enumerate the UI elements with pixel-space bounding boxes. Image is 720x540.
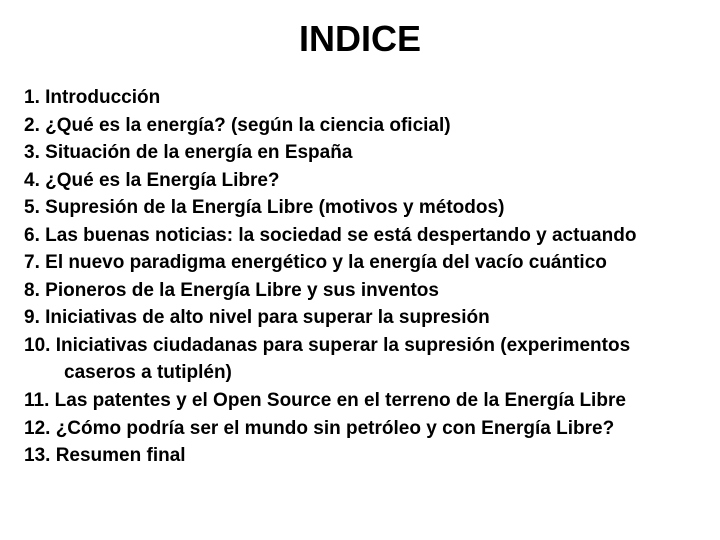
slide-page: INDICE 1. Introducción 2. ¿Qué es la ene… — [0, 0, 720, 540]
index-item-number: 9. — [24, 307, 40, 328]
index-item-number: 11. — [24, 390, 49, 411]
index-item: 3. Situación de la energía en España — [24, 139, 696, 167]
index-item: 8. Pioneros de la Energía Libre y sus in… — [24, 277, 696, 305]
index-item-number: 13. — [24, 445, 50, 466]
index-item-number: 7. — [24, 252, 40, 273]
index-item: 7. El nuevo paradigma energético y la en… — [24, 249, 696, 277]
index-item-text-cont: caseros a tutiplén) — [64, 362, 232, 383]
index-item-number: 6. — [24, 225, 40, 246]
index-item: 2. ¿Qué es la energía? (según la ciencia… — [24, 112, 696, 140]
index-item-number: 8. — [24, 280, 40, 301]
index-item-text: Resumen final — [56, 445, 186, 466]
index-item-number: 2. — [24, 115, 40, 136]
index-item-text: Iniciativas ciudadanas para superar la s… — [56, 335, 630, 356]
index-item-text: Situación de la energía en España — [45, 142, 352, 163]
index-item-text: Pioneros de la Energía Libre y sus inven… — [45, 280, 439, 301]
index-item: 6. Las buenas noticias: la sociedad se e… — [24, 222, 696, 250]
index-item-continuation: caseros a tutiplén) — [24, 359, 696, 387]
index-item-text: Supresión de la Energía Libre (motivos y… — [45, 197, 504, 218]
index-item-text: ¿Qué es la energía? (según la ciencia of… — [45, 115, 450, 136]
index-item: 12. ¿Cómo podría ser el mundo sin petról… — [24, 415, 696, 443]
index-item: 11. Las patentes y el Open Source en el … — [24, 387, 696, 415]
index-item-text: Las buenas noticias: la sociedad se está… — [45, 225, 636, 246]
index-item-text: ¿Cómo podría ser el mundo sin petróleo y… — [56, 418, 614, 439]
index-item-text: ¿Qué es la Energía Libre? — [45, 170, 279, 191]
index-item: 9. Iniciativas de alto nivel para supera… — [24, 304, 696, 332]
index-item-text: Iniciativas de alto nivel para superar l… — [45, 307, 490, 328]
index-list: 1. Introducción 2. ¿Qué es la energía? (… — [24, 84, 696, 470]
page-title: INDICE — [24, 18, 696, 60]
index-item-text: El nuevo paradigma energético y la energ… — [45, 252, 607, 273]
index-item: 5. Supresión de la Energía Libre (motivo… — [24, 194, 696, 222]
index-item: 4. ¿Qué es la Energía Libre? — [24, 167, 696, 195]
index-item-number: 3. — [24, 142, 40, 163]
index-item: 13. Resumen final — [24, 442, 696, 470]
index-item-number: 5. — [24, 197, 40, 218]
index-item-number: 10. — [24, 335, 50, 356]
index-item-text: Introducción — [45, 87, 160, 108]
index-item: 1. Introducción — [24, 84, 696, 112]
index-item-number: 4. — [24, 170, 40, 191]
index-item-number: 12. — [24, 418, 50, 439]
index-item-number: 1. — [24, 87, 40, 108]
index-item: 10. Iniciativas ciudadanas para superar … — [24, 332, 696, 360]
index-item-text: Las patentes y el Open Source en el terr… — [55, 390, 626, 411]
